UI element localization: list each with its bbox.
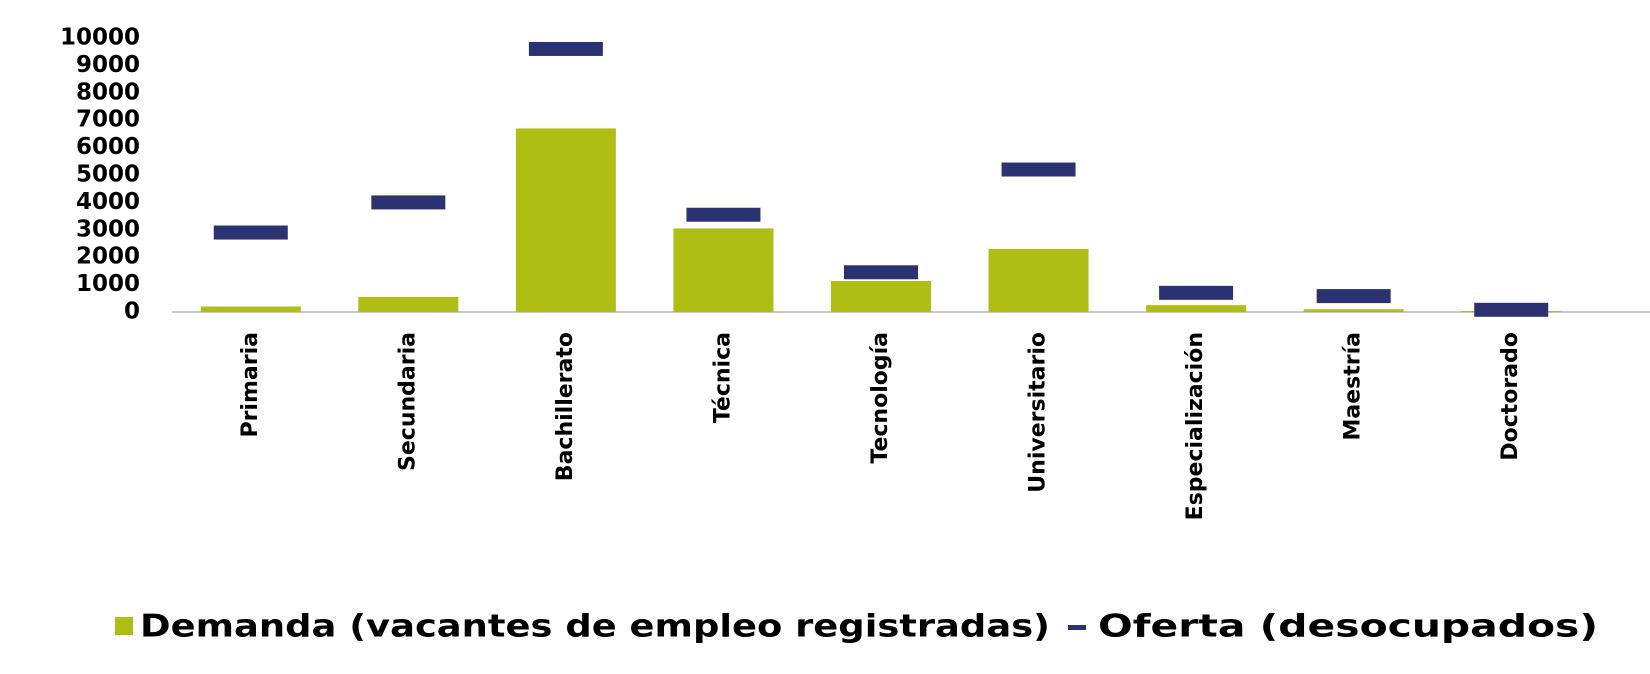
bar	[200, 306, 301, 312]
y-tick-label: 1000	[76, 271, 140, 297]
bar	[831, 281, 931, 312]
bar	[1303, 309, 1404, 312]
legend-swatch	[1068, 625, 1086, 630]
legend-label: Demanda (vacantes de empleo registradas)	[140, 609, 1050, 645]
dash	[213, 225, 288, 240]
y-tick-label: 5000	[76, 162, 140, 188]
x-tick-label: Especialización	[1183, 332, 1208, 520]
y-tick-label: 6000	[76, 134, 140, 160]
x-tick-label: Universitario	[1026, 332, 1051, 493]
y-tick-label: 7000	[76, 107, 140, 133]
dash	[528, 41, 603, 56]
bar	[988, 248, 1089, 312]
bar	[1146, 305, 1247, 312]
bar	[673, 228, 774, 312]
dash	[371, 195, 446, 210]
dash	[1159, 285, 1234, 300]
x-tick-label: Tecnología	[868, 332, 893, 464]
y-tick-label: 2000	[76, 244, 140, 270]
y-tick-label: 0	[124, 299, 140, 325]
x-tick-label: Primaria	[238, 332, 263, 438]
dash	[1001, 162, 1076, 177]
y-tick-label: 10000	[60, 25, 140, 51]
x-tick-label: Técnica	[710, 332, 735, 423]
legend-label: Oferta (desocupados)	[1098, 609, 1598, 645]
bar	[515, 128, 616, 312]
dash	[1474, 302, 1549, 317]
dash	[1316, 289, 1391, 304]
y-tick-label: 4000	[76, 189, 140, 215]
x-tick-label: Maestría	[1341, 332, 1366, 441]
legend-swatch	[115, 617, 133, 635]
y-tick-label: 3000	[76, 216, 140, 242]
dash	[686, 207, 761, 222]
x-tick-label: Secundaria	[395, 332, 420, 471]
bar	[358, 296, 459, 312]
y-tick-label: 9000	[76, 52, 140, 78]
x-tick-label: Bachillerato	[553, 332, 578, 481]
y-tick-label: 8000	[76, 79, 140, 105]
dash	[844, 265, 918, 280]
x-tick-label: Doctorado	[1498, 332, 1523, 461]
